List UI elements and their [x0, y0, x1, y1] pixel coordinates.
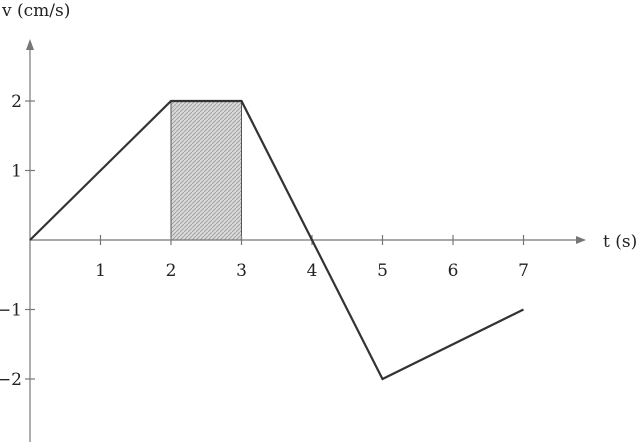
y-tick-label: 1: [11, 162, 22, 182]
x-tick-label: 2: [166, 261, 177, 281]
x-tick-label: 3: [236, 261, 247, 281]
x-axis-arrowhead: [576, 236, 586, 244]
y-tick-label: −1: [0, 301, 22, 321]
y-axis-arrowhead: [26, 39, 34, 50]
shaded-area-layer: [170, 100, 242, 241]
x-axis-label: t (s): [603, 232, 637, 252]
tick-layer: 1 2 3 4 5 6 7 2 1 −1 −2: [0, 92, 529, 390]
x-tick-label: 5: [377, 261, 388, 281]
x-tick-label: 4: [307, 261, 318, 281]
y-tick-label: −2: [0, 370, 22, 390]
y-tick-label: 2: [11, 92, 22, 112]
shaded-area: [170, 100, 242, 241]
x-tick-label: 1: [95, 261, 106, 281]
x-tick-label: 7: [518, 261, 529, 281]
x-tick-label: 6: [448, 261, 459, 281]
y-axis-label: v (cm/s): [1, 1, 70, 21]
series-layer: [29, 99, 524, 381]
